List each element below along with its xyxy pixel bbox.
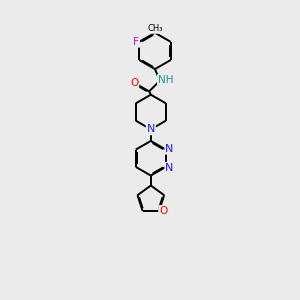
Text: N: N xyxy=(165,144,174,154)
Text: NH: NH xyxy=(158,75,173,85)
Text: F: F xyxy=(133,37,139,47)
Text: O: O xyxy=(130,78,138,88)
Text: N: N xyxy=(147,124,155,134)
Text: CH₃: CH₃ xyxy=(147,24,163,33)
Text: N: N xyxy=(165,163,174,173)
Text: O: O xyxy=(159,206,167,216)
